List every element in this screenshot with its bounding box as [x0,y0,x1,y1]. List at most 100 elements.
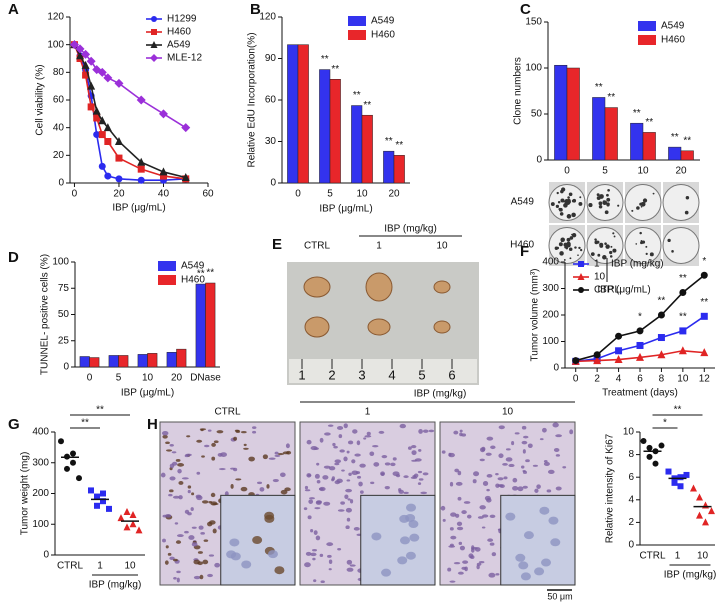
nucleus [466,514,472,519]
nucleus [188,535,195,540]
marker [615,347,623,355]
nucleus [353,527,360,531]
marker [114,137,123,145]
nucleus [403,491,409,495]
colony [636,206,640,210]
nucleus [160,472,166,478]
x-tick-label: 0 [295,189,301,200]
nucleus [230,483,234,489]
nucleus [207,429,212,432]
significance: * [702,256,706,267]
nucleus [378,430,385,434]
nucleus [511,440,515,446]
nucleus [211,456,216,461]
marker [702,518,709,526]
nucleus [213,440,219,444]
nucleus [498,425,505,430]
x-tick-label: 4 [616,374,622,385]
marker [115,175,123,183]
nucleus [207,573,213,578]
nucleus [304,562,311,568]
nucleus [339,449,345,453]
nucleus [210,492,216,498]
y-tick-label: 0 [553,363,559,374]
marker [114,78,124,88]
colony [606,203,610,207]
y-tick-label: 25 [58,335,70,346]
legend-label: H1299 [167,14,197,25]
nucleus [314,473,320,479]
nucleus [381,454,388,459]
scale-label: 50 μm [547,591,572,601]
colony [639,231,642,235]
colony [645,252,648,255]
x-axis-label: IBP (μg/mL) [112,203,165,214]
x-tick-label: 10 [356,189,368,200]
marker [159,167,168,176]
y-axis-label: Clone numbers [513,57,524,125]
nucleus [414,458,422,462]
marker [690,484,697,492]
dose-label: 10 [502,407,514,418]
legend-label: MLE-12 [167,53,202,64]
colony [597,253,601,257]
inset-nucleus [399,536,410,545]
y-tick-label: 2 [628,517,634,528]
nucleus [176,534,184,538]
panel-letter: D [8,249,19,266]
nucleus [169,476,176,481]
nucleus [217,452,223,457]
nucleus [348,472,352,476]
legend-label: A549 [167,40,191,51]
y-tick-label: 50 [531,109,543,120]
legend-swatch [638,35,656,45]
marker [115,154,123,162]
nucleus [332,442,336,447]
colony [685,196,690,200]
nucleus [455,481,463,486]
marker [652,460,659,467]
nucleus [279,472,286,478]
y-tick-label: 100 [52,257,69,268]
legend-label: A549 [371,16,395,27]
marker [665,468,672,475]
nucleus [252,426,257,429]
nucleus [356,475,362,479]
nucleus [562,466,567,469]
nucleus [476,562,482,566]
inset-nucleus [539,506,550,515]
colony [640,205,643,208]
y-tick-label: 0 [63,362,69,373]
nucleus [539,438,544,441]
legend-label: 1 [594,259,600,270]
marker [81,60,90,69]
nucleus [555,434,562,438]
inset-nucleus [226,550,237,559]
nucleus [477,516,484,519]
nucleus [369,451,375,457]
marker [614,355,623,364]
nucleus [212,528,217,534]
nucleus [464,566,468,572]
nucleus [198,525,204,530]
nucleus [178,481,184,485]
colony [603,200,607,205]
nucleus [458,541,463,546]
significance: ** [395,140,403,151]
x-tick-label: 0 [87,373,93,384]
marker [103,73,113,83]
nucleus [162,434,168,439]
nucleus [555,454,561,457]
nucleus [456,526,464,531]
nucleus [193,575,201,580]
x-tick-label: 2 [594,374,600,385]
nucleus [346,479,351,482]
y-tick-label: 40 [53,122,65,133]
significance: ** [331,64,339,75]
nucleus [313,579,317,583]
inset-nucleus [518,561,529,570]
nucleus [257,481,263,485]
nucleus [355,471,361,475]
x-tick-label: 0 [564,166,570,177]
colony [560,237,565,243]
